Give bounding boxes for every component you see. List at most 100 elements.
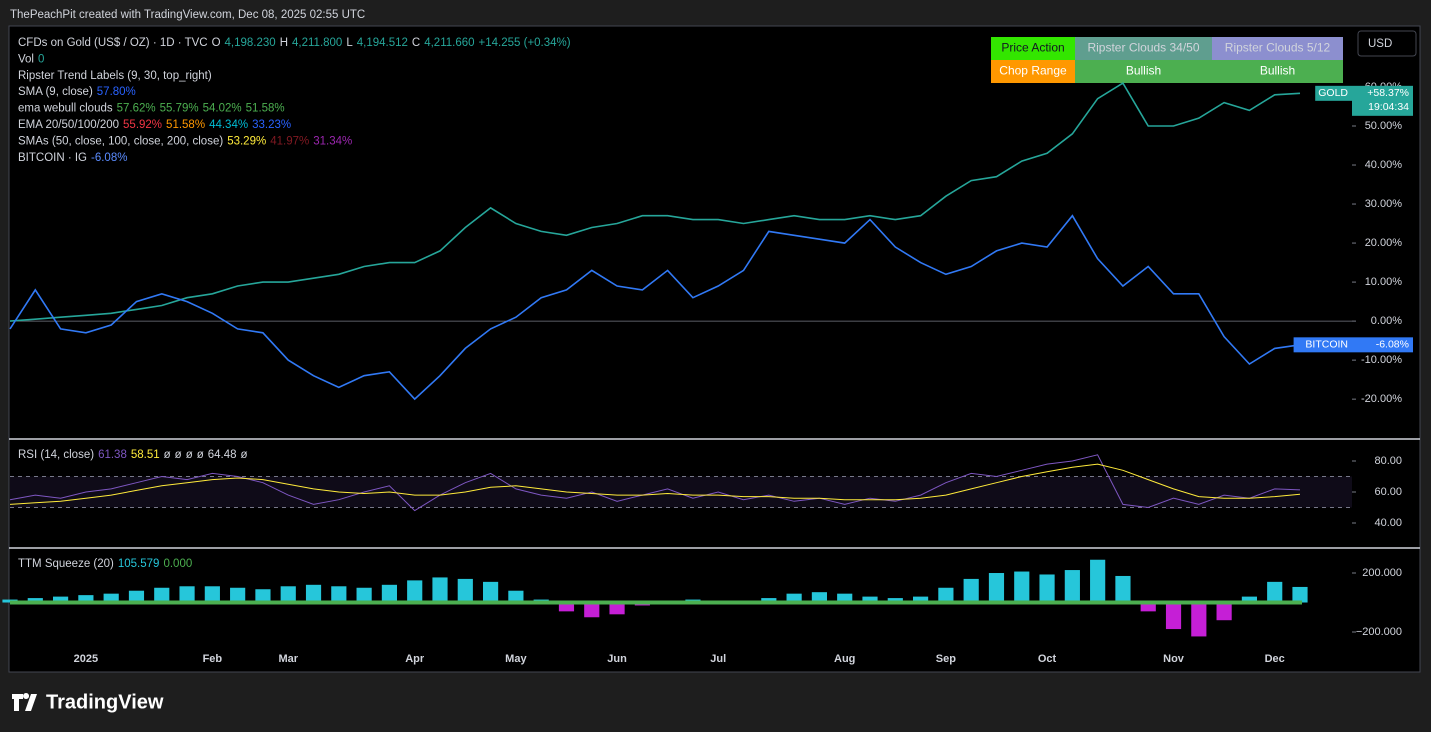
bar bbox=[103, 593, 119, 603]
y-tick-label: 80.00 bbox=[1374, 455, 1402, 467]
bar bbox=[1191, 602, 1207, 637]
legend-text: 31.34% bbox=[313, 135, 352, 147]
line bbox=[9, 81, 1301, 322]
bar bbox=[457, 578, 473, 603]
legend-text: H bbox=[280, 37, 288, 49]
bar bbox=[988, 573, 1005, 603]
legend-row: Ripster Trend Labels (9, 30, top_right) bbox=[18, 70, 212, 82]
bar bbox=[1292, 586, 1308, 603]
x-tick-label: 2025 bbox=[74, 653, 98, 665]
legend-text: 54.02% bbox=[203, 103, 242, 115]
table-cell bbox=[1075, 60, 1212, 83]
legend-text: 57.80% bbox=[97, 86, 136, 98]
bar bbox=[179, 586, 195, 603]
bar bbox=[811, 592, 827, 603]
x-tick-label: May bbox=[505, 653, 527, 665]
legend-row: TTM Squeeze (20) 105.579 0.000 bbox=[18, 558, 192, 570]
y-tick-label: 20.00% bbox=[1365, 237, 1403, 249]
price-box bbox=[1352, 85, 1413, 116]
bar bbox=[887, 598, 903, 603]
y-tick-label: −200.000 bbox=[1356, 626, 1402, 638]
rsi-fill bbox=[10, 476, 1352, 508]
x-tick-label: Jul bbox=[710, 653, 726, 665]
y-tick-label: -10.00% bbox=[1361, 354, 1402, 366]
legend-text: -6.08% bbox=[91, 152, 127, 164]
legend-text: 55.79% bbox=[160, 103, 199, 115]
table-text: Bullish bbox=[1260, 64, 1295, 78]
brand: TradingView bbox=[46, 691, 164, 713]
legend-text: C bbox=[412, 37, 420, 49]
bar bbox=[305, 584, 322, 603]
legend-row: ema webull clouds 57.62% 55.79% 54.02% 51.58… bbox=[18, 103, 285, 115]
y-tick-label: 60.00 bbox=[1374, 486, 1402, 498]
bar bbox=[609, 602, 625, 615]
bar bbox=[331, 586, 347, 603]
legend-text: 51.58% bbox=[166, 119, 205, 131]
legend-text: BITCOIN · IG bbox=[18, 152, 87, 164]
bar bbox=[128, 590, 145, 603]
legend-row: SMAs (50, close, 100, close, 200, close)… bbox=[18, 135, 352, 147]
table-text: Bullish bbox=[1126, 64, 1161, 78]
chart-area bbox=[8, 25, 1421, 673]
legend-text: 53.29% bbox=[227, 135, 266, 147]
legend-row: SMA (9, close) 57.80% bbox=[18, 86, 136, 98]
x-tick-label: Sep bbox=[936, 653, 956, 665]
bar bbox=[862, 596, 878, 603]
legend-row: EMA 20/50/100/200 55.92% 51.58% 44.34% 33.23… bbox=[18, 119, 291, 131]
bar bbox=[1090, 559, 1106, 603]
table-cell bbox=[1212, 60, 1343, 83]
price-box bbox=[1352, 337, 1413, 353]
bar bbox=[1267, 581, 1283, 603]
bar bbox=[837, 593, 853, 603]
legend-text: 44.34% bbox=[209, 119, 248, 131]
line bbox=[9, 454, 1301, 512]
legend-text: 0.000 bbox=[163, 558, 192, 570]
x-tick-label: Mar bbox=[278, 653, 298, 665]
x-tick-label: Aug bbox=[834, 653, 855, 665]
bar bbox=[761, 598, 777, 603]
legend-text: EMA 20/50/100/200 bbox=[18, 119, 119, 131]
legend-text: SMA (9, close) bbox=[18, 86, 93, 98]
legend-text: 4,211.800 bbox=[292, 37, 342, 49]
price-name-box bbox=[1293, 337, 1352, 353]
legend-text: 105.579 bbox=[118, 558, 160, 570]
bar bbox=[381, 584, 397, 603]
bar bbox=[407, 580, 423, 603]
bar bbox=[584, 602, 600, 618]
x-tick-label: Jun bbox=[607, 653, 627, 665]
table-text: Chop Range bbox=[999, 64, 1067, 78]
legend-text: 58.51 bbox=[131, 449, 160, 461]
legend-text: 55.92% bbox=[123, 119, 162, 131]
legend-text: TTM Squeeze (20) bbox=[18, 558, 114, 570]
legend-text: 33.23% bbox=[252, 119, 291, 131]
legend-text: Vol bbox=[18, 53, 34, 65]
bar bbox=[1014, 571, 1030, 603]
legend-text: 57.62% bbox=[117, 103, 156, 115]
table-cell bbox=[1212, 37, 1343, 60]
y-tick-label: 10.00% bbox=[1365, 276, 1403, 288]
bar bbox=[154, 587, 170, 603]
bar bbox=[1165, 602, 1182, 630]
bar bbox=[1039, 574, 1055, 603]
y-tick-label: 30.00% bbox=[1365, 198, 1403, 210]
price-label: +58.37% bbox=[1367, 87, 1409, 99]
legend-text: 4,198.230 bbox=[225, 37, 276, 49]
legend-text: +14.255 (+0.34%) bbox=[479, 37, 571, 49]
bar bbox=[27, 598, 43, 603]
table-text: Ripster Clouds 34/50 bbox=[1087, 41, 1199, 55]
legend-text: 64.48 bbox=[208, 449, 237, 461]
x-tick-label: Oct bbox=[1038, 653, 1057, 665]
price-label: -6.08% bbox=[1376, 339, 1409, 351]
bar bbox=[1115, 575, 1131, 603]
bar bbox=[483, 581, 499, 603]
bar bbox=[508, 590, 524, 603]
legend-text: ema webull clouds bbox=[18, 103, 113, 115]
currency[interactable]: USD bbox=[1368, 38, 1392, 50]
legend-text: ø bbox=[186, 449, 193, 461]
legend-text: SMAs (50, close, 100, close, 200, close) bbox=[18, 135, 223, 147]
bar bbox=[558, 602, 575, 612]
currency-button[interactable] bbox=[1357, 30, 1417, 57]
legend-text: 4,211.660 bbox=[424, 37, 474, 49]
